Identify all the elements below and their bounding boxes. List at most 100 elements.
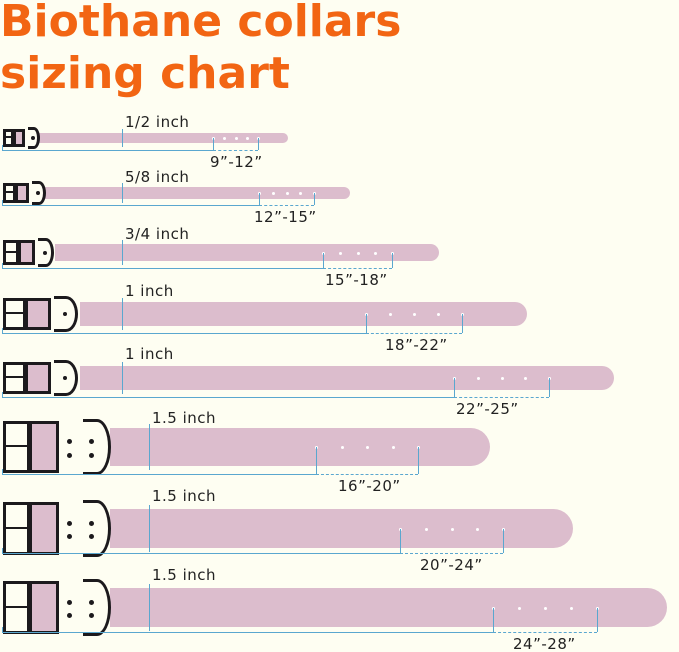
- buckle-bar: [24, 365, 48, 391]
- size-range-label: 24”-28”: [513, 635, 576, 652]
- bracket-end-tick: [2, 263, 3, 269]
- strap-hole: [234, 137, 238, 140]
- d-ring-icon: [83, 579, 111, 636]
- width-measure-tick: [122, 362, 123, 394]
- size-range-line: [366, 333, 462, 334]
- strap-hole: [596, 606, 599, 610]
- title-line-1: Biothane collars: [0, 0, 402, 47]
- collar-strap: [110, 428, 490, 466]
- width-label: 1/2 inch: [125, 113, 190, 131]
- size-range-tick: [314, 193, 315, 205]
- strap-hole: [322, 251, 325, 255]
- size-range-label: 9”-12”: [210, 153, 263, 171]
- strap-hole: [212, 137, 215, 140]
- length-bracket-line: [2, 333, 366, 334]
- width-label: 1.5 inch: [152, 566, 217, 584]
- strap-hole: [245, 137, 249, 140]
- strap-hole: [339, 251, 343, 255]
- bracket-end-tick: [2, 200, 3, 206]
- buckle-icon: [3, 581, 59, 634]
- width-measure-tick: [149, 584, 150, 631]
- width-label: 3/4 inch: [125, 225, 190, 243]
- length-bracket-line: [2, 397, 454, 398]
- strap-hole: [570, 606, 573, 610]
- rivet: [89, 534, 94, 540]
- size-range-tick: [503, 528, 504, 553]
- strap-hole: [391, 446, 395, 449]
- bracket-end-tick: [400, 528, 401, 553]
- size-range-tick: [462, 314, 463, 333]
- size-range-tick: [418, 447, 419, 474]
- length-bracket-line: [2, 205, 259, 206]
- buckle-bar: [13, 132, 22, 144]
- strap-hole: [271, 192, 275, 195]
- bracket-end-tick: [2, 392, 3, 398]
- length-bracket-line: [2, 150, 213, 151]
- bracket-end-tick: [259, 193, 260, 205]
- buckle-window: [6, 584, 29, 608]
- size-range-line: [213, 150, 258, 151]
- bracket-end-tick: [2, 548, 3, 554]
- width-label: 1.5 inch: [152, 487, 217, 505]
- buckle-icon: [3, 240, 35, 265]
- buckle-window: [6, 424, 29, 447]
- buckle-window: [6, 505, 29, 529]
- buckle-window: [6, 193, 15, 200]
- buckle-window: [6, 186, 15, 193]
- title-line-2: sizing chart: [0, 48, 290, 99]
- strap-hole: [389, 313, 392, 316]
- strap-hole: [453, 377, 456, 380]
- bracket-end-tick: [323, 252, 324, 268]
- size-range-line: [316, 474, 418, 475]
- d-ring-icon: [38, 238, 54, 267]
- rivet: [36, 191, 40, 195]
- rivet: [43, 250, 47, 255]
- buckle-icon: [3, 362, 51, 394]
- size-range-line: [454, 397, 549, 398]
- size-range-line: [259, 205, 314, 206]
- size-range-line: [400, 553, 503, 554]
- strap-hole: [365, 313, 368, 316]
- strap-hole: [413, 313, 416, 316]
- buckle-icon: [3, 183, 29, 203]
- rivet: [63, 376, 67, 380]
- size-range-tick: [597, 607, 598, 632]
- width-measure-tick: [122, 240, 123, 265]
- strap-hole: [424, 527, 428, 531]
- width-label: 1 inch: [125, 282, 174, 300]
- d-ring-icon: [54, 360, 78, 396]
- size-range-label: 22”-25”: [456, 400, 519, 418]
- bracket-end-tick: [2, 627, 3, 633]
- strap-hole: [492, 606, 495, 610]
- length-bracket-line: [2, 632, 493, 633]
- strap-hole: [476, 377, 480, 380]
- buckle-window: [6, 378, 25, 391]
- strap-hole: [518, 606, 521, 610]
- collar-strap: [55, 244, 439, 261]
- size-range-label: 12”-15”: [254, 208, 317, 226]
- width-label: 1 inch: [125, 345, 174, 363]
- width-label: 1.5 inch: [152, 409, 217, 427]
- strap-hole: [356, 251, 360, 255]
- strap-hole: [544, 606, 547, 610]
- strap-hole: [285, 192, 289, 195]
- strap-hole: [391, 251, 394, 255]
- size-range-tick: [258, 138, 259, 150]
- rivet: [67, 452, 72, 458]
- strap-hole: [299, 192, 303, 195]
- strap-hole: [461, 313, 464, 316]
- strap-hole: [524, 377, 528, 380]
- buckle-icon: [3, 298, 51, 330]
- rivet: [89, 452, 94, 458]
- bracket-end-tick: [213, 138, 214, 150]
- d-ring-icon: [28, 127, 40, 149]
- buckle-window: [6, 252, 18, 262]
- buckle-bar: [28, 424, 56, 470]
- d-ring-icon: [83, 500, 111, 557]
- length-bracket-line: [2, 474, 316, 475]
- rivet: [89, 613, 94, 619]
- bracket-end-tick: [316, 447, 317, 474]
- size-range-tick: [392, 252, 393, 268]
- collar-strap: [80, 302, 527, 326]
- rivet: [67, 599, 72, 605]
